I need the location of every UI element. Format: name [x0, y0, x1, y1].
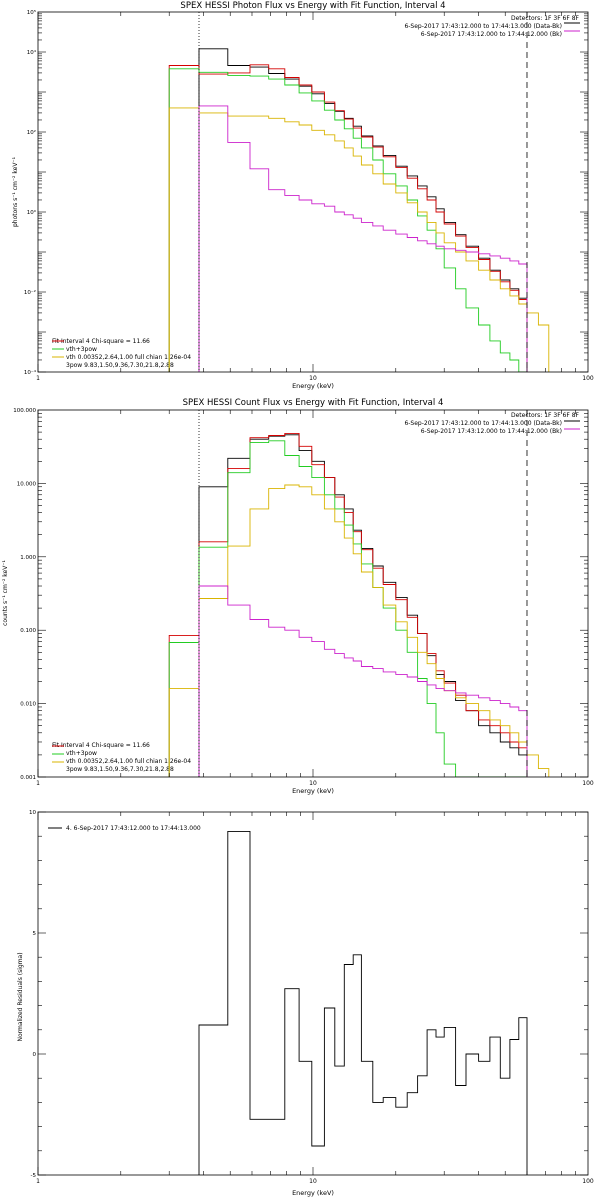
ytick-label-1-1: 0.010 [20, 702, 36, 708]
count-flux-legend-bk: 6-Sep-2017 17:43:12.000 to 17:44:12.000 … [421, 428, 562, 435]
series-0-0 [198, 48, 528, 372]
plot-frame-2 [37, 811, 589, 1176]
series-1-0 [198, 434, 528, 777]
xtick-label-2-0: 1 [36, 1178, 40, 1185]
photon-flux-ylabel: photons s⁻¹ cm⁻² keV⁻¹ [12, 156, 19, 227]
photon-flux-fit-header: Fit Interval 4 Chi-square = 11.66 [52, 338, 150, 345]
xtick-label-0-0: 1 [36, 375, 40, 382]
photon-flux-detectors-label: Detectors: 1F 3F 6F 8F [511, 15, 580, 22]
count-flux-legend-vth3pow: vth+3pow [66, 750, 97, 757]
photon-flux-panel: SPEX HESSI Photon Flux vs Energy with Fi… [12, 1, 594, 390]
photon-flux-legend-vth: vth 0.00352,2.64,1.00 full chian 1.26e-0… [66, 354, 191, 361]
series-0-1 [168, 64, 528, 372]
xtick-label-0-2: 100 [582, 375, 594, 382]
count-flux-legend-3pow: 3pow 9.83,1.50,9.36,7.30,21.8,2.88 [66, 766, 174, 773]
xtick-label-1-2: 100 [582, 780, 594, 787]
ytick-label-2-1: 0 [33, 1052, 37, 1058]
ytick-label-0-4: 10⁴ [27, 49, 37, 56]
series-0-4 [198, 105, 528, 372]
count-flux-legend-vth: vth 0.00352,2.64,1.00 full chian 1.26e-0… [66, 758, 191, 765]
series-1-4 [198, 585, 528, 777]
photon-flux-legend-bk: 6-Sep-2017 17:43:12.000 to 17:44:12.000 … [421, 31, 562, 38]
xtick-label-0-1: 10 [309, 375, 317, 382]
ytick-label-1-0: 0.001 [20, 775, 36, 781]
ytick-label-2-0: -5 [31, 1173, 37, 1179]
xtick-label-2-2: 100 [582, 1178, 594, 1185]
ytick-label-1-5: 100.000 [13, 408, 36, 414]
ytick-label-0-1: 10⁻² [24, 289, 36, 296]
count-flux-ylabel: counts s⁻¹ cm⁻² keV⁻¹ [2, 560, 9, 626]
count-flux-detectors-label: Detectors: 1F 3F 6F 8F [511, 412, 580, 419]
plot-frame-0 [37, 11, 589, 373]
xtick-label-1-1: 10 [309, 780, 317, 787]
photon-flux-legend-data-bk: 6-Sep-2017 17:43:12.000 to 17:44:13.000 … [404, 23, 562, 30]
count-flux-xlabel: Energy (keV) [292, 787, 334, 795]
count-flux-fit-header: Fit Interval 4 Chi-square = 11.66 [52, 742, 150, 749]
xtick-label-2-1: 10 [309, 1178, 317, 1185]
photon-flux-title: SPEX HESSI Photon Flux vs Energy with Fi… [180, 1, 445, 11]
ytick-label-0-2: 10⁰ [27, 209, 37, 216]
residuals-ylabel: Normalized Residuals (sigma) [17, 952, 24, 1041]
series-0-2 [168, 68, 527, 372]
ytick-label-2-3: 10 [29, 810, 36, 816]
count-flux-legend-data-bk: 6-Sep-2017 17:43:12.000 to 17:44:13.000 … [404, 420, 562, 427]
count-flux-panel: SPEX HESSI Count Flux vs Energy with Fit… [2, 398, 594, 795]
photon-flux-xlabel: Energy (keV) [292, 382, 334, 390]
series-0-3 [168, 107, 550, 372]
xtick-label-1-0: 1 [36, 780, 40, 787]
ytick-label-0-3: 10² [27, 129, 36, 136]
residuals-panel: 4. 6-Sep-2017 17:43:12.000 to 17:44:13.0… [17, 810, 594, 1197]
ytick-label-0-5: 10⁵ [27, 9, 36, 16]
series-1-2 [168, 440, 527, 777]
photon-flux-legend-3pow: 3pow 9.83,1.50,9.36,7.30,21.8,2.88 [66, 362, 174, 369]
ytick-label-2-2: 5 [33, 931, 37, 937]
photon-flux-legend-vth3pow: vth+3pow [66, 346, 97, 353]
series-1-3 [168, 484, 550, 777]
residuals-xlabel: Energy (keV) [292, 1189, 334, 1197]
ytick-label-0-0: 10⁻⁴ [24, 369, 37, 376]
series-1-1 [168, 432, 528, 777]
ytick-label-1-2: 0.100 [20, 628, 36, 634]
count-flux-title: SPEX HESSI Count Flux vs Energy with Fit… [183, 398, 444, 408]
ytick-label-1-3: 1.000 [20, 555, 36, 561]
series-2-0 [198, 830, 528, 1175]
residuals-legend: 4. 6-Sep-2017 17:43:12.000 to 17:44:13.0… [66, 825, 201, 832]
ytick-label-1-4: 10.000 [17, 481, 37, 487]
